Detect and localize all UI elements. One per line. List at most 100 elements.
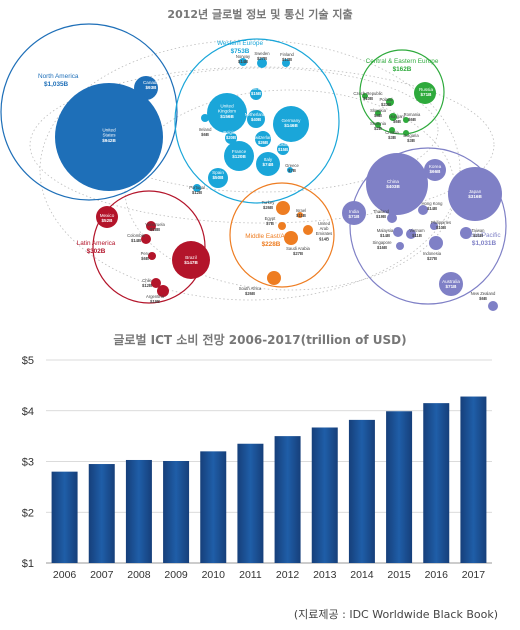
ict-forecast-bar-chart: $1 $2 $3 $4 $5 2006 2007 2008 2009 2010 2011 2012 20… — [22, 355, 492, 581]
country-bubble — [439, 272, 463, 296]
country-value-label: $120B — [232, 154, 246, 159]
country-name-label: Poland — [379, 97, 393, 102]
country-bubble — [267, 271, 281, 285]
country-name-label: Colombia — [127, 233, 145, 238]
country-bubble — [157, 285, 169, 297]
country-value-label: $26B — [245, 291, 255, 296]
country-bubble — [284, 231, 298, 245]
country-bubble — [207, 93, 247, 133]
bubble-venezuela: Venezuela$18B — [145, 221, 165, 232]
country-value-label: $23B — [381, 102, 391, 107]
country-bubble — [208, 168, 228, 188]
country-value-label: $2B — [374, 126, 382, 131]
country-bubble — [273, 106, 309, 142]
country-bubble — [488, 301, 498, 311]
country-value-label: $15B — [278, 147, 288, 152]
country-name-label: United — [102, 127, 116, 132]
country-value-label: $156B — [220, 114, 234, 119]
country-bubble — [375, 110, 381, 116]
country-value-label: $6B — [141, 256, 149, 261]
country-name-label: South Africa — [239, 286, 262, 291]
region-value-label: $1,035B — [44, 81, 69, 88]
country-value-label: $14B — [427, 206, 437, 211]
bubble-slovakia: Slovakia$4B — [370, 108, 386, 118]
country-bubble — [96, 206, 118, 228]
country-bubble — [396, 242, 404, 250]
country-name-label: Chile — [142, 278, 152, 283]
country-bubble — [225, 132, 237, 144]
region-outline — [0, 23, 178, 201]
bubble-colombia: Colombia$14B — [127, 233, 151, 244]
country-value-label: $3B — [388, 135, 396, 140]
region-name-label: Asia/Pacific — [467, 232, 501, 239]
country-name-label: Portugal — [189, 185, 205, 190]
country-name-label: India — [349, 209, 359, 214]
bubble-greece: Greece$7B — [285, 163, 299, 173]
country-bubble — [247, 110, 265, 128]
country-value-label: $7B — [288, 168, 296, 173]
country-value-label: $6B — [479, 296, 487, 301]
region-outline — [349, 147, 507, 305]
bubble-austria: Austria$15B — [276, 142, 290, 155]
country-bubble — [375, 122, 381, 128]
country-bubble — [282, 59, 290, 67]
country-bubble — [430, 222, 438, 230]
country-bubble — [460, 227, 472, 239]
country-name-label: States — [102, 133, 116, 138]
region-latin-america: Latin America$302B Mexico$52B Venezuela$18… — [77, 190, 210, 304]
source-note: (지료제공 : IDC Worldwide Black Book) — [293, 608, 498, 621]
bubble-bulgaria: Bulgaria$3B — [403, 130, 419, 143]
y-tick-label: $3 — [22, 457, 34, 469]
bubble-korea: Korea$66B — [424, 159, 446, 181]
country-name-label: Slovenia — [370, 121, 387, 126]
bar-2015 — [386, 411, 413, 563]
country-name-label: Arab — [320, 226, 330, 231]
y-tick-label: $1 — [22, 558, 34, 570]
country-value-label: $10B — [436, 225, 446, 230]
country-name-label: Singapore — [372, 240, 392, 245]
country-value-label: $146B — [284, 123, 298, 128]
x-tick-label: 2007 — [90, 569, 114, 581]
country-name-label: Italy — [264, 157, 273, 162]
country-name-label: Belgium — [223, 130, 239, 135]
country-value-label: $11B — [296, 213, 306, 218]
country-value-label: $6B — [201, 132, 209, 137]
bubble-argentina: Argentina$19B — [146, 285, 169, 304]
country-value-label: $12B — [192, 190, 202, 195]
country-value-label: $20B — [226, 135, 236, 140]
bubble-finland: Finland$13B — [280, 52, 295, 67]
bubble-denmark: Denmark$15B — [248, 86, 266, 100]
x-tick-label: 2011 — [239, 569, 262, 581]
country-bubble — [303, 225, 313, 235]
country-name-label: France — [232, 149, 247, 154]
country-bubble — [342, 201, 366, 225]
country-bubble — [297, 212, 303, 218]
country-name-label: Peru — [141, 251, 151, 256]
country-bubble — [256, 152, 280, 176]
x-tick-label: 2012 — [276, 569, 300, 581]
country-value-label: $71B — [349, 214, 361, 219]
bubble-egypt: Egypt$7B — [265, 216, 286, 230]
country-name-label: Denmark — [248, 86, 266, 91]
bubble-indonesia: Indonesia$27B — [423, 236, 443, 261]
country-bubble — [429, 236, 443, 250]
region-outline — [92, 190, 206, 304]
bubble-czech-republic: Czech Republic$10B — [353, 91, 382, 101]
region-name-label: Central & Eastern Europe — [366, 58, 439, 65]
country-bubble — [403, 117, 409, 123]
country-value-label: $7B — [266, 221, 274, 226]
bubble-south-africa: South Africa$26B — [239, 271, 281, 296]
bubble-norway: Norway$14B — [236, 54, 251, 66]
region-north-america: North America$1,035B Canada$93BUnitedStat… — [0, 23, 178, 201]
country-value-label: $14B — [131, 238, 141, 243]
country-value-label: $66B — [430, 169, 442, 174]
country-value-label: $942B — [102, 138, 116, 143]
country-name-label: Hong Kong — [422, 201, 444, 206]
country-bubble — [418, 205, 428, 215]
bubble-slovenia: Slovenia$2B — [370, 121, 387, 131]
connector-ellipse — [29, 66, 495, 224]
country-name-label: Spain — [212, 170, 224, 175]
country-name-label: Netherlands — [245, 112, 268, 117]
